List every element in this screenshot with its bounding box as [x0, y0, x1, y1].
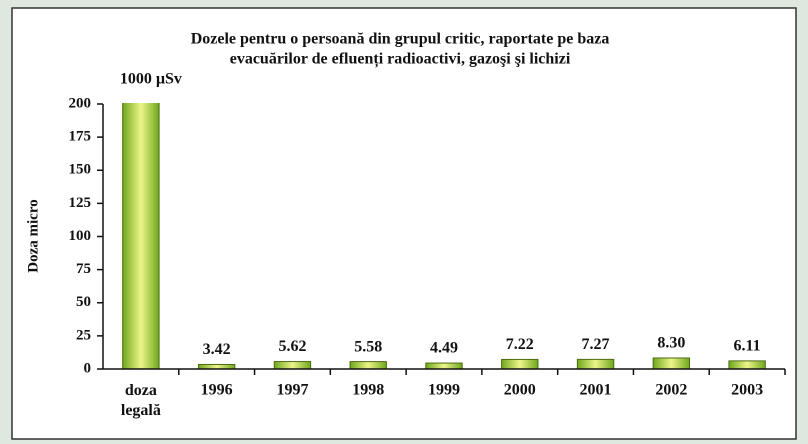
chart-title: Dozele pentru o persoană din grupul crit…: [191, 31, 610, 48]
bar: [273, 361, 312, 370]
y-tick-label: 50: [76, 294, 91, 310]
bar: [652, 357, 691, 370]
data-label: 5.62: [278, 338, 306, 355]
bar: [576, 358, 615, 370]
y-tick-label: 125: [69, 195, 92, 211]
x-tick-label: 2000: [504, 382, 536, 399]
y-axis-label: Doza micro: [25, 199, 41, 272]
data-label: 5.58: [354, 338, 382, 355]
x-tick-label: 2001: [580, 382, 612, 399]
data-label: 6.11: [734, 338, 761, 355]
data-label: 4.49: [430, 340, 458, 357]
plot-area: [122, 103, 766, 370]
x-tick-label: 2003: [731, 382, 763, 399]
y-tick-label: 25: [76, 327, 91, 343]
x-tick-label: 1996: [201, 382, 233, 399]
chart-title: evacuărilor de efluenți radioactivi, gaz…: [230, 51, 571, 69]
x-tick-label: 1999: [428, 382, 460, 399]
bar: [501, 358, 539, 370]
y-tick-label: 0: [84, 360, 92, 376]
bar: [349, 361, 387, 370]
data-label: 8.30: [657, 335, 685, 352]
bar: [122, 103, 160, 370]
data-label: 3.42: [203, 341, 231, 358]
y-tick-label: 75: [76, 261, 91, 277]
x-tick-label: 1998: [352, 382, 384, 399]
x-tick-label: doza legală: [121, 382, 161, 419]
data-label: 7.27: [582, 336, 610, 353]
bar: [425, 362, 463, 370]
data-label: 1000 µSv: [120, 71, 182, 88]
y-tick-label: 150: [69, 162, 92, 178]
x-tick-label: 2002: [655, 382, 687, 399]
bar: [728, 360, 766, 370]
y-tick-label: 100: [69, 228, 92, 244]
x-tick-label: 1997: [276, 382, 308, 399]
y-tick-label: 200: [69, 95, 92, 111]
data-label: 7.22: [506, 336, 534, 353]
y-tick-label: 175: [69, 129, 92, 145]
